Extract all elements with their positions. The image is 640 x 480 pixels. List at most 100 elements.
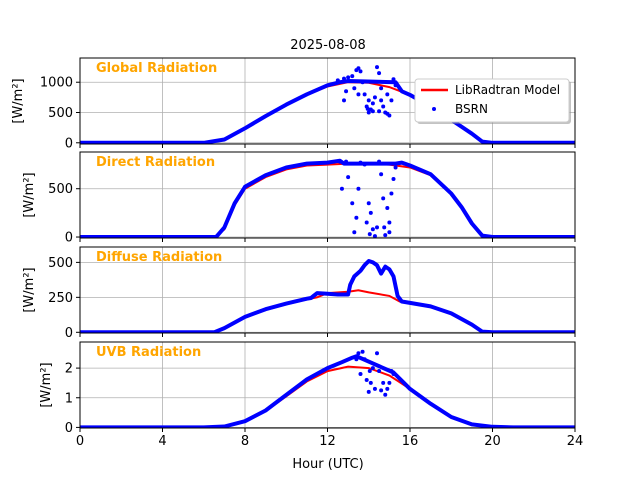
panel-title: Direct Radiation xyxy=(96,155,215,170)
y-tick-label: 2 xyxy=(65,362,73,377)
bsrn-point xyxy=(385,206,390,211)
bsrn-point xyxy=(368,380,373,385)
bsrn-point xyxy=(350,74,355,79)
x-tick-label: 8 xyxy=(241,434,249,449)
panel-title: UVB Radiation xyxy=(96,345,201,360)
bsrn-point xyxy=(342,76,346,81)
y-tick-label: 500 xyxy=(48,106,73,121)
y-tick-label: 1000 xyxy=(40,76,73,91)
bsrn-point xyxy=(370,109,375,114)
bsrn-point xyxy=(356,186,361,191)
y-tick-label: 0 xyxy=(65,231,73,246)
bsrn-point xyxy=(367,232,372,237)
y-tick-label: 0 xyxy=(65,136,73,151)
x-tick-label: 0 xyxy=(76,434,84,449)
y-tick-label: 500 xyxy=(48,182,73,197)
bsrn-point xyxy=(362,92,367,97)
bsrn-point xyxy=(354,357,359,362)
bsrn-point xyxy=(364,377,369,382)
bsrn-point xyxy=(362,162,367,167)
x-tick-label: 4 xyxy=(158,434,166,449)
bsrn-point xyxy=(387,220,392,225)
panel-2: 0 250 500 Diffuse Radiation [W/m²] xyxy=(22,246,576,341)
panel-title: Global Radiation xyxy=(96,61,217,76)
bsrn-point xyxy=(364,220,369,225)
bsrn-point xyxy=(389,98,394,103)
bsrn-point xyxy=(356,351,361,356)
bsrn-line xyxy=(80,259,575,333)
bsrn-point xyxy=(381,104,386,109)
bsrn-point xyxy=(375,351,379,356)
y-tick-label: 0 xyxy=(65,326,73,341)
bsrn-point xyxy=(372,386,377,391)
y-tick-label: 500 xyxy=(48,256,73,271)
bsrn-point xyxy=(391,77,396,82)
bsrn-point xyxy=(366,98,371,103)
panel-title: Diffuse Radiation xyxy=(96,250,222,265)
y-axis-label: [W/m²] xyxy=(11,78,26,123)
bsrn-point xyxy=(382,225,387,230)
bsrn-line xyxy=(80,158,575,238)
bsrn-point xyxy=(393,165,398,170)
bsrn-point xyxy=(385,92,390,97)
bsrn-point xyxy=(375,225,379,230)
bsrn-point xyxy=(339,186,344,191)
bsrn-point xyxy=(383,233,388,238)
bsrn-point xyxy=(362,357,367,362)
bsrn-point xyxy=(354,215,359,220)
bsrn-point xyxy=(368,210,373,215)
bsrn-point xyxy=(358,372,363,377)
bsrn-point xyxy=(377,159,382,164)
bsrn-point xyxy=(385,386,390,391)
bsrn-point xyxy=(383,392,388,397)
bsrn-point xyxy=(337,159,342,164)
axes-frame xyxy=(79,246,576,334)
bsrn-point xyxy=(387,380,392,385)
bsrn-point xyxy=(352,230,357,235)
x-tick-label: 20 xyxy=(484,434,501,449)
bsrn-point xyxy=(344,89,349,94)
axes-frame xyxy=(79,151,576,239)
bsrn-point xyxy=(346,175,351,180)
bsrn-point xyxy=(379,172,384,177)
legend: LibRadtran Model BSRN xyxy=(414,78,571,124)
bsrn-point xyxy=(370,101,375,106)
y-tick-label: 0 xyxy=(65,421,73,436)
bsrn-line xyxy=(80,79,575,144)
bsrn-point xyxy=(391,372,396,377)
bsrn-point xyxy=(389,191,394,196)
bsrn-point xyxy=(381,380,386,385)
bsrn-point xyxy=(366,389,371,394)
x-tick-label: 12 xyxy=(319,434,336,449)
y-axis-label: [W/m²] xyxy=(22,267,37,312)
bsrn-point xyxy=(372,95,377,100)
x-tick-label: 16 xyxy=(402,434,419,449)
bsrn-point xyxy=(379,86,384,91)
bsrn-point xyxy=(358,69,363,74)
legend-model-label: LibRadtran Model xyxy=(455,83,560,97)
bsrn-point xyxy=(360,80,365,85)
bsrn-point xyxy=(393,83,398,88)
axes-frame xyxy=(79,341,576,429)
bsrn-point xyxy=(377,369,382,374)
bsrn-point xyxy=(381,196,386,201)
y-tick-label: 1 xyxy=(65,391,73,406)
bsrn-point xyxy=(335,78,340,83)
bsrn-point xyxy=(367,369,372,374)
bsrn-point xyxy=(356,92,361,97)
y-axis-label: [W/m²] xyxy=(22,172,37,217)
bsrn-point xyxy=(377,71,382,76)
bsrn-point xyxy=(370,366,375,371)
legend-bsrn-swatch xyxy=(432,107,436,111)
bsrn-point xyxy=(379,98,384,103)
bsrn-point xyxy=(389,369,394,374)
bsrn-line xyxy=(80,354,575,428)
bsrn-point xyxy=(366,110,371,115)
bsrn-point xyxy=(379,388,384,393)
bsrn-point xyxy=(375,65,379,70)
legend-bsrn-label: BSRN xyxy=(455,102,488,116)
axes-frame xyxy=(79,57,576,145)
panel-1: 0 500 Direct Radiation [W/m²] xyxy=(22,151,576,246)
